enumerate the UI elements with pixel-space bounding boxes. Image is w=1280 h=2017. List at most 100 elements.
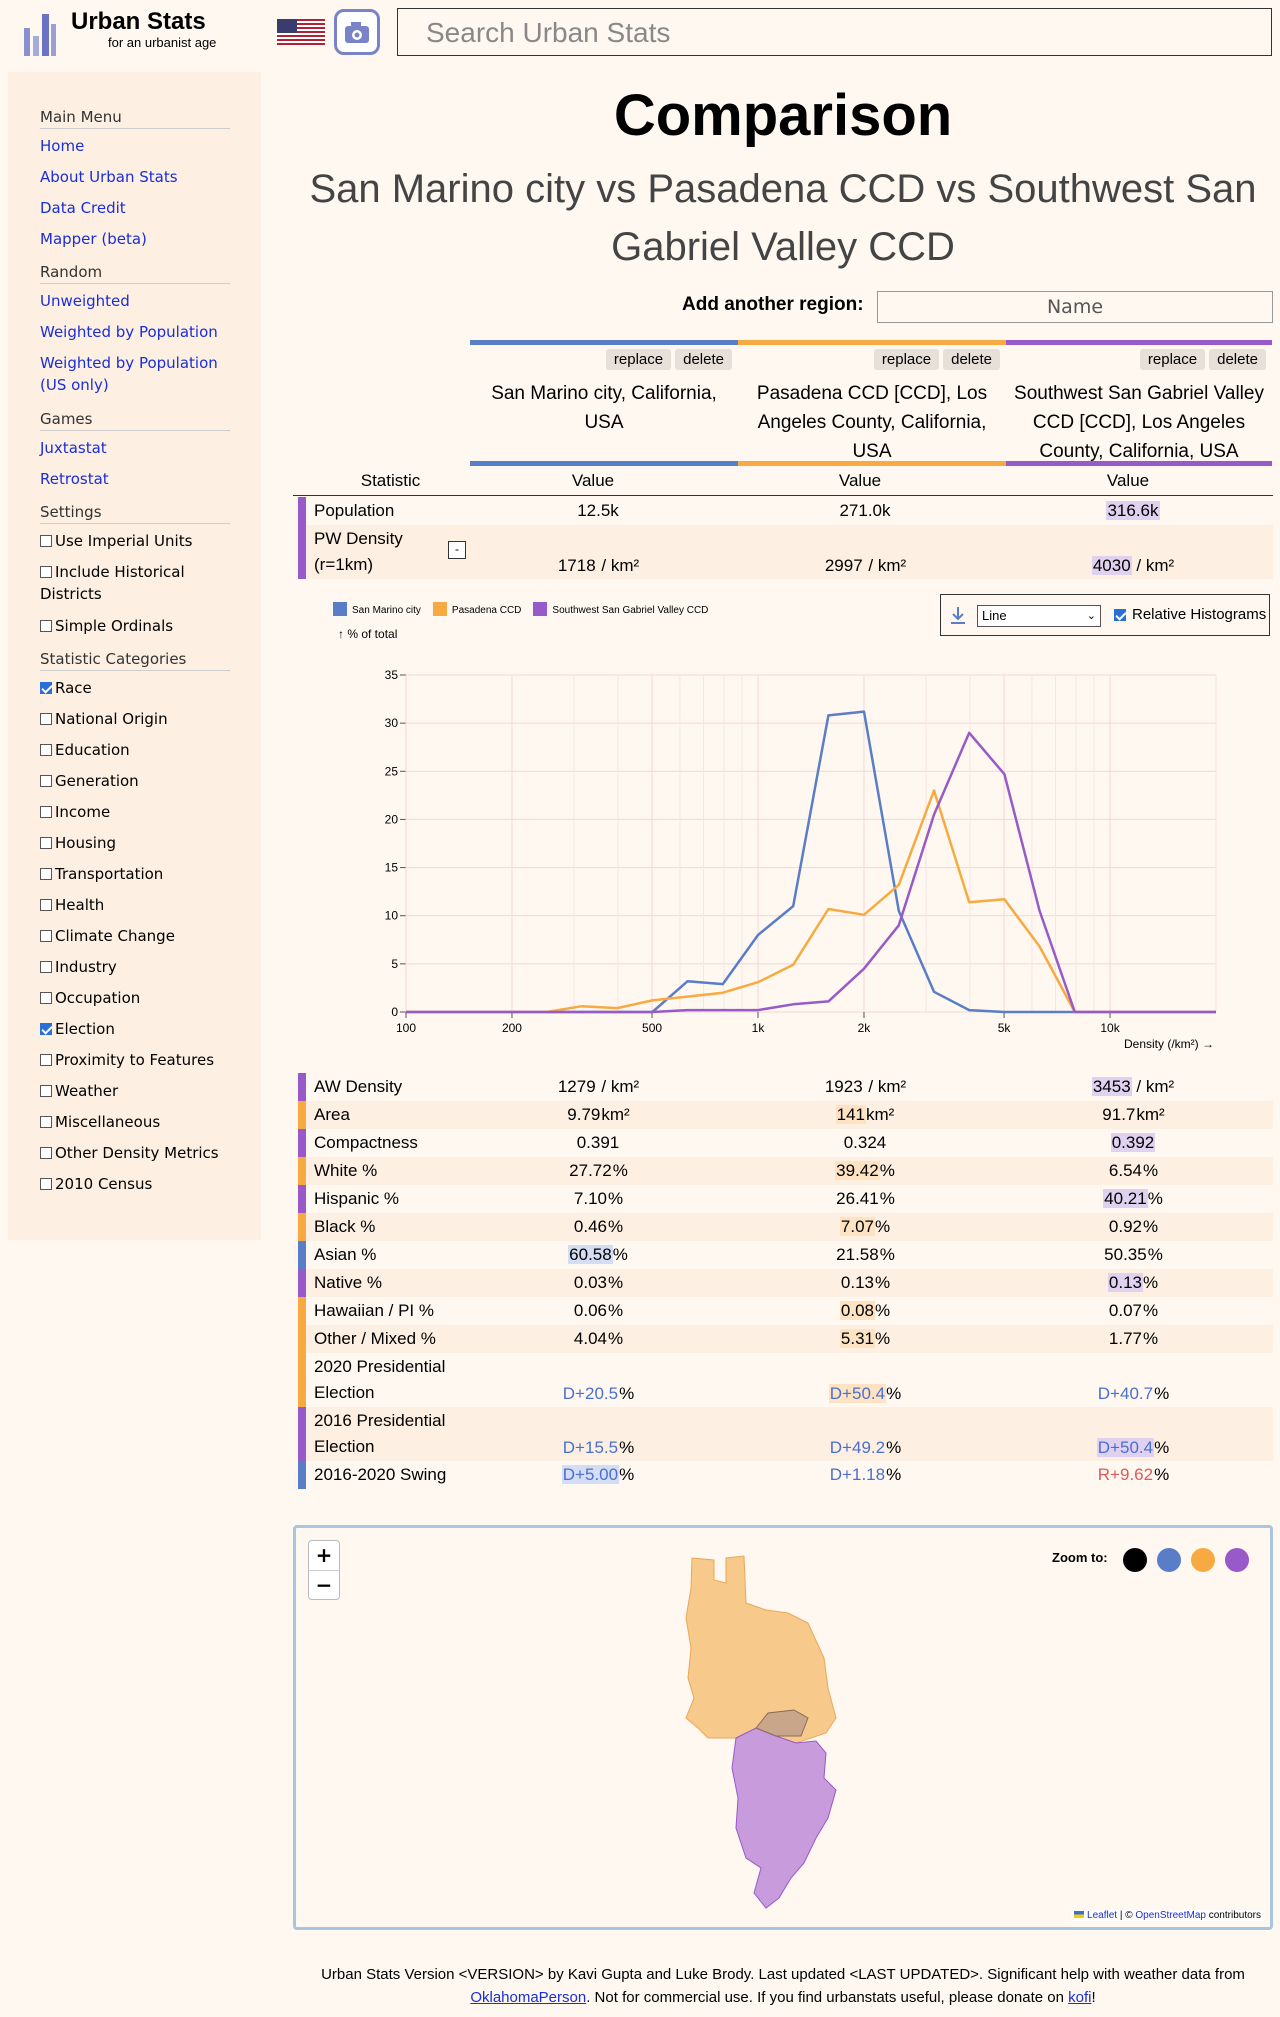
relative-histograms-checkbox[interactable] [1114, 609, 1126, 621]
category-transportation-checkbox[interactable] [40, 868, 52, 880]
value-number: 1.77 [1108, 1329, 1142, 1348]
statistic-label[interactable]: PW Density (r=1km) [314, 529, 403, 574]
us-flag-icon[interactable] [277, 19, 325, 45]
statistic-label[interactable]: Asian % [314, 1245, 377, 1264]
screenshot-camera-button[interactable] [334, 9, 380, 55]
sidebar-link-mapper-beta-[interactable]: Mapper (beta) [40, 230, 147, 248]
replace-button[interactable]: replace [873, 349, 940, 370]
zoom-to-southwest-sgv-button[interactable] [1225, 1548, 1249, 1572]
category-proximity-to-features[interactable]: Proximity to Features [40, 1049, 240, 1071]
setting-simple-ordinals[interactable]: Simple Ordinals [40, 615, 240, 637]
oklahomaperson-link[interactable]: OklahomaPerson [470, 1989, 587, 2006]
setting-simple-ordinals-checkbox[interactable] [40, 620, 52, 632]
region-map[interactable]: + − Zoom to: Leaflet | © OpenStreetMap c… [293, 1525, 1273, 1930]
zoom-to-san-marino-button[interactable] [1157, 1548, 1181, 1572]
category-race[interactable]: Race [40, 677, 240, 699]
histogram-style-select[interactable]: Line ⌄ [977, 605, 1101, 627]
value-number: 21.58 [836, 1245, 879, 1264]
category-industry-checkbox[interactable] [40, 961, 52, 973]
statistic-label[interactable]: Area [314, 1105, 350, 1124]
category-2010-census-checkbox[interactable] [40, 1178, 52, 1190]
sidebar-link-data-credit[interactable]: Data Credit [40, 199, 126, 217]
delete-button[interactable]: delete [675, 349, 732, 370]
category-occupation-checkbox[interactable] [40, 992, 52, 1004]
category-income-checkbox[interactable] [40, 806, 52, 818]
delete-button[interactable]: delete [943, 349, 1000, 370]
setting-use-imperial-units-checkbox[interactable] [40, 535, 52, 547]
category-climate-change-checkbox[interactable] [40, 930, 52, 942]
urban-stats-logo-icon[interactable] [22, 10, 56, 56]
category-other-density-metrics[interactable]: Other Density Metrics [40, 1142, 240, 1164]
statistic-label[interactable]: White % [314, 1161, 378, 1180]
statistic-label[interactable]: Native % [314, 1273, 383, 1292]
statistic-label[interactable]: Hawaiian / PI % [314, 1301, 434, 1320]
statistic-label[interactable]: 2016-2020 Swing [314, 1465, 447, 1484]
category-miscellaneous-checkbox[interactable] [40, 1116, 52, 1128]
statistic-label[interactable]: 2020 Presidential Election [314, 1357, 446, 1402]
zoom-out-button[interactable]: − [315, 1573, 333, 1597]
statistic-label[interactable]: Black % [314, 1217, 376, 1236]
category-generation[interactable]: Generation [40, 770, 240, 792]
openstreetmap-link[interactable]: OpenStreetMap [1135, 1910, 1206, 1921]
sidebar-link-random-0[interactable]: Unweighted [40, 292, 130, 310]
setting-include-historical-districts-checkbox[interactable] [40, 566, 52, 578]
replace-button[interactable]: replace [1139, 349, 1206, 370]
region-name[interactable]: Pasadena CCD [CCD], Los Angeles County, … [756, 383, 988, 462]
category-health-label: Health [55, 896, 105, 914]
statistic-label[interactable]: Population [314, 501, 395, 520]
download-icon[interactable] [949, 605, 967, 625]
category-election-checkbox[interactable] [40, 1023, 52, 1035]
brand-name[interactable]: Urban Stats [71, 8, 206, 35]
category-housing-checkbox[interactable] [40, 837, 52, 849]
category-proximity-to-features-checkbox[interactable] [40, 1054, 52, 1066]
kofi-link[interactable]: kofi [1068, 1989, 1092, 2006]
value-unit: % [1154, 1438, 1170, 1457]
category-income[interactable]: Income [40, 801, 240, 823]
statistic-label[interactable]: Compactness [314, 1133, 418, 1152]
category-generation-checkbox[interactable] [40, 775, 52, 787]
statistic-label[interactable]: 2016 Presidential Election [314, 1411, 446, 1456]
zoom-in-button[interactable]: + [309, 1541, 339, 1571]
statistic-label[interactable]: Hispanic % [314, 1189, 400, 1208]
zoom-to-pasadena-button[interactable] [1191, 1548, 1215, 1572]
zoom-to-all-button[interactable] [1123, 1548, 1147, 1572]
region-name[interactable]: Southwest San Gabriel Valley CCD [CCD], … [1014, 383, 1264, 462]
category-health[interactable]: Health [40, 894, 240, 916]
table-row: Population 12.5k 271.0k 316.6k [298, 497, 1273, 525]
category-miscellaneous[interactable]: Miscellaneous [40, 1111, 240, 1133]
leaflet-link[interactable]: Leaflet [1087, 1910, 1118, 1921]
replace-button[interactable]: replace [605, 349, 672, 370]
sidebar-link-random-2[interactable]: Weighted by Population (US only) [40, 354, 218, 394]
category-national-origin-checkbox[interactable] [40, 713, 52, 725]
statistic-label[interactable]: Other / Mixed % [314, 1329, 436, 1348]
category-health-checkbox[interactable] [40, 899, 52, 911]
category-industry[interactable]: Industry [40, 956, 240, 978]
sidebar-link-home[interactable]: Home [40, 137, 85, 155]
sidebar-link-juxtastat[interactable]: Juxtastat [40, 439, 107, 457]
value-number: 3453 [1091, 1077, 1132, 1096]
category-weather-checkbox[interactable] [40, 1085, 52, 1097]
delete-button[interactable]: delete [1209, 349, 1266, 370]
category-transportation[interactable]: Transportation [40, 863, 240, 885]
category-education[interactable]: Education [40, 739, 240, 761]
category-national-origin[interactable]: National Origin [40, 708, 240, 730]
category-race-checkbox[interactable] [40, 682, 52, 694]
sidebar-link-random-1[interactable]: Weighted by Population [40, 323, 218, 341]
setting-include-historical-districts[interactable]: Include Historical Districts [40, 561, 240, 605]
expand-histogram-button[interactable]: - [448, 541, 466, 559]
statistic-label[interactable]: AW Density [314, 1077, 403, 1096]
category-education-checkbox[interactable] [40, 744, 52, 756]
category-climate-change[interactable]: Climate Change [40, 925, 240, 947]
category-weather[interactable]: Weather [40, 1080, 240, 1102]
add-region-input[interactable]: Name [877, 291, 1273, 323]
region-name[interactable]: San Marino city, California, USA [491, 383, 717, 433]
search-input[interactable]: Search Urban Stats [397, 8, 1272, 56]
sidebar-link-retrostat[interactable]: Retrostat [40, 470, 109, 488]
category-other-density-metrics-checkbox[interactable] [40, 1147, 52, 1159]
category-occupation[interactable]: Occupation [40, 987, 240, 1009]
category-election[interactable]: Election [40, 1018, 240, 1040]
category-housing[interactable]: Housing [40, 832, 240, 854]
sidebar-link-about-urban-stats[interactable]: About Urban Stats [40, 168, 178, 186]
setting-use-imperial-units[interactable]: Use Imperial Units [40, 530, 240, 552]
category-2010-census[interactable]: 2010 Census [40, 1173, 240, 1195]
